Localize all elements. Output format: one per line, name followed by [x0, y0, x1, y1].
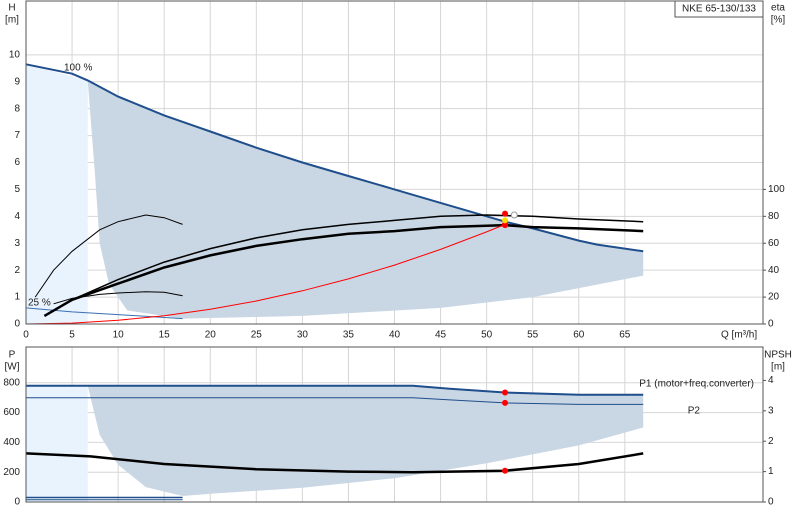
curve	[44, 214, 644, 317]
x-tick-label: 15	[159, 330, 171, 341]
curve	[25, 452, 644, 474]
range-area	[26, 64, 88, 325]
x-tick-label: 40	[389, 330, 401, 341]
x-tick-label: 35	[343, 330, 355, 341]
y2-tick-label: 60	[768, 238, 780, 249]
x-tick-label: 5	[69, 330, 75, 341]
curve	[26, 384, 644, 396]
y-tick-label: 4	[14, 211, 20, 222]
operating-point	[502, 399, 509, 406]
y2-tick-label: 100	[768, 184, 785, 195]
y-tick-label: 7	[14, 130, 20, 141]
y2-axis-label: eta	[771, 3, 785, 14]
range-area	[87, 80, 644, 319]
y-tick-label: 10	[9, 49, 21, 60]
curve-label: 100 %	[64, 63, 92, 74]
curve	[43, 223, 644, 317]
y2-tick-label: 1	[768, 466, 774, 477]
curve	[34, 214, 183, 298]
operating-point	[510, 211, 518, 219]
x-tick-label: 25	[251, 330, 263, 341]
y2-tick-label: 0	[768, 497, 774, 508]
curve	[25, 223, 506, 325]
y-tick-label: 2	[14, 265, 20, 276]
curve	[25, 63, 644, 253]
y-tick-label: 1	[14, 292, 20, 303]
y-tick-label: 200	[3, 467, 20, 478]
x-tick-label: 20	[205, 330, 217, 341]
y2-tick-label: 40	[768, 265, 780, 276]
range-area	[26, 385, 88, 502]
y2-tick-label: 2	[768, 436, 774, 447]
x-tick-label: 10	[113, 330, 125, 341]
x-tick-label: 60	[573, 330, 585, 341]
plot-frame	[25, 0, 764, 325]
y-axis-unit: [m]	[5, 15, 19, 26]
y-axis-unit: [W]	[5, 362, 20, 373]
operating-point	[502, 217, 509, 224]
y2-tick-label: 80	[768, 211, 780, 222]
y-tick-label: 8	[14, 103, 20, 114]
x-axis-label: Q [m³/h]	[721, 330, 757, 341]
y-tick-label: 6	[14, 157, 20, 168]
x-tick-label: 45	[435, 330, 447, 341]
y2-axis-unit: [%]	[771, 15, 786, 26]
chart-title: NKE 65-130/133	[682, 4, 756, 15]
x-tick-label: 65	[619, 330, 631, 341]
y-tick-label: 600	[3, 407, 20, 418]
curve-label: P1 (motor+freq.converter)	[639, 379, 754, 390]
y-axis-label: H	[8, 3, 15, 14]
plot-frame	[25, 346, 764, 503]
y-tick-label: 800	[3, 377, 20, 388]
y-tick-label: 9	[14, 76, 20, 87]
x-tick-label: 55	[527, 330, 539, 341]
curve-label: P2	[688, 406, 701, 417]
operating-point	[502, 467, 509, 474]
y-tick-label: 400	[3, 437, 20, 448]
x-tick-label: 0	[23, 330, 29, 341]
y-tick-label: 5	[14, 184, 20, 195]
curve	[53, 291, 183, 305]
y-tick-label: 0	[14, 497, 20, 508]
title-box	[674, 0, 764, 18]
y2-axis-unit: [m]	[771, 362, 785, 373]
x-tick-label: 50	[481, 330, 493, 341]
y-tick-label: 3	[14, 238, 20, 249]
y2-tick-label: 3	[768, 405, 774, 416]
curve	[26, 397, 644, 405]
y2-tick-label: 0	[768, 319, 774, 330]
y2-axis-label: NPSH	[764, 350, 792, 361]
curve-label: 25 %	[28, 298, 51, 309]
y-tick-label: 0	[14, 319, 20, 330]
y2-tick-label: 20	[768, 292, 780, 303]
operating-point	[502, 389, 509, 396]
y2-tick-label: 4	[768, 375, 774, 386]
operating-point	[502, 210, 509, 217]
y-axis-label: P	[9, 350, 16, 361]
x-tick-label: 30	[297, 330, 309, 341]
